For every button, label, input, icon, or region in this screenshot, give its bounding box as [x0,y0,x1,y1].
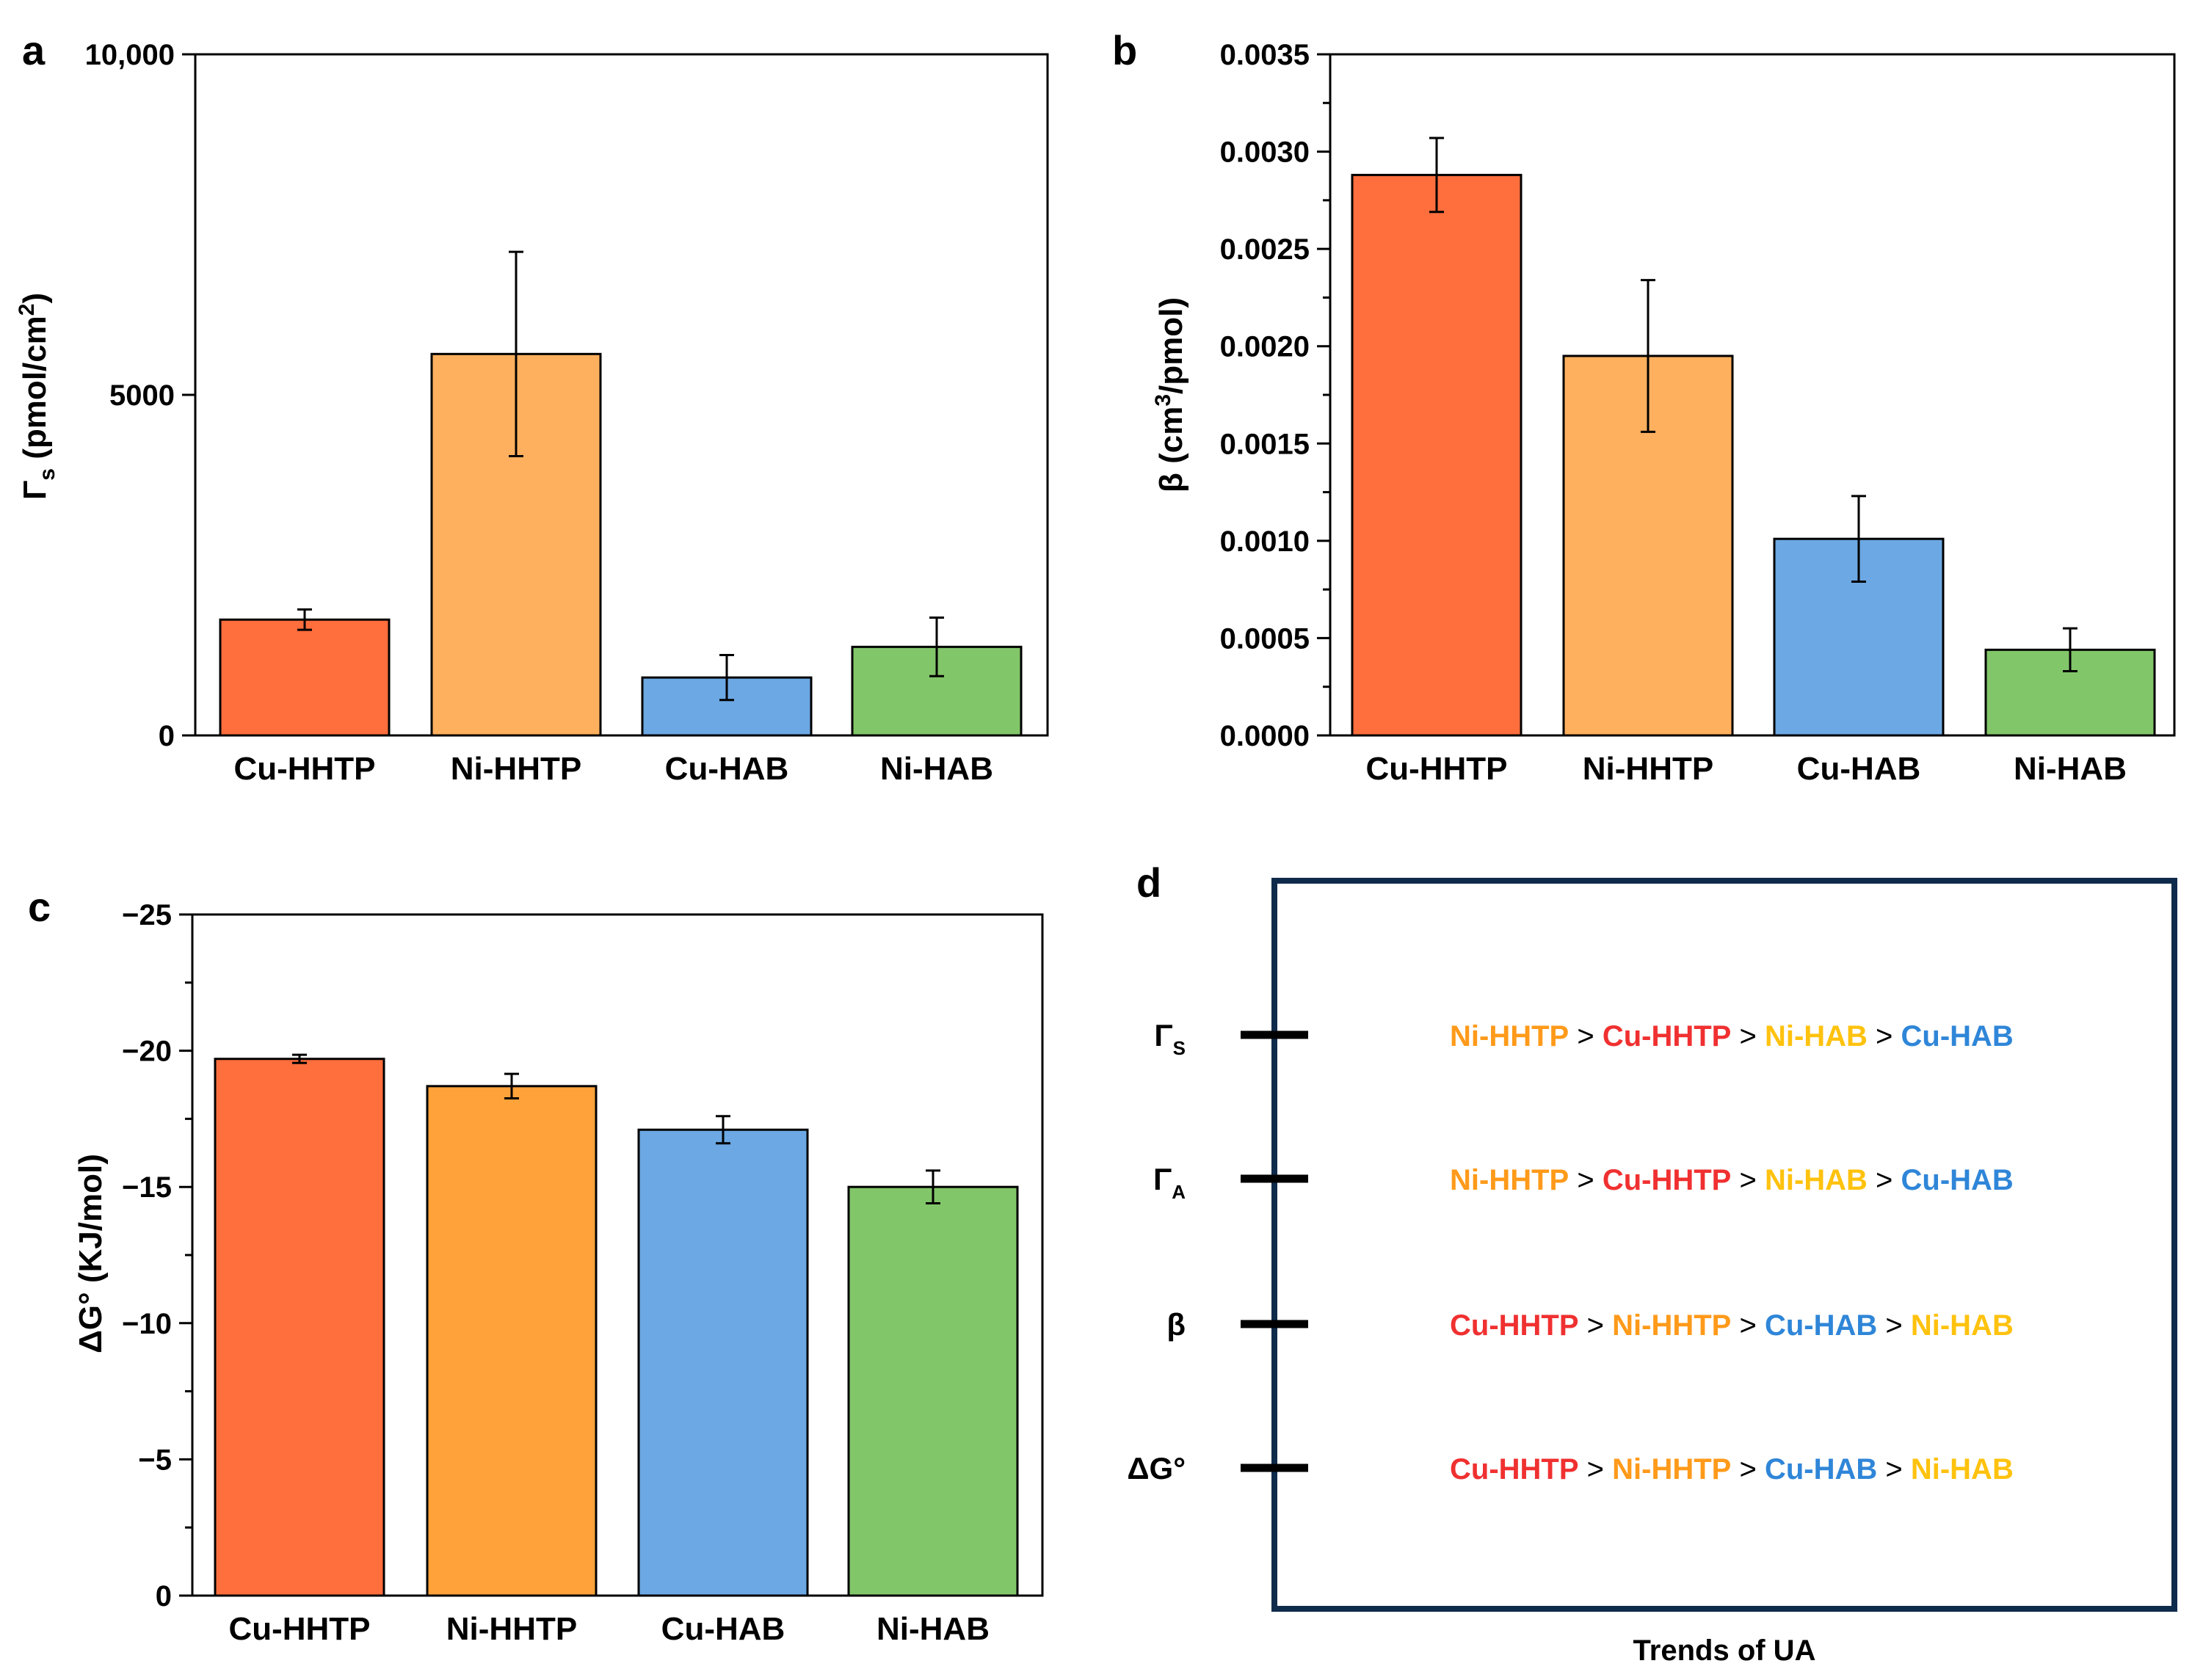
y-tick-label: −15 [122,1171,172,1204]
trend-sequence: Ni-HHTP > Cu-HHTP > Ni-HAB > Cu-HAB [1450,1020,2014,1052]
trend-row: ΓA Ni-HHTP > Cu-HHTP > Ni-HAB > Cu-HAB [1153,1162,2014,1203]
trend-row: ΔG° Cu-HHTP > Ni-HHTP > Cu-HAB > Ni-HAB [1127,1451,2013,1486]
y-tick-label: −20 [122,1036,172,1068]
panel-d-rows: ΓS Ni-HHTP > Cu-HHTP > Ni-HAB > Cu-HAB ΓA N… [1127,1018,2013,1486]
x-tick-label-Cu-HAB: Cu-HAB [665,751,789,787]
y-tick-label: 10,000 [85,39,175,71]
panel-d-caption: Trends of UA [1633,1634,1816,1667]
x-tick-label-Ni-HHTP: Ni-HHTP [446,1611,577,1647]
y-axis-label: Γs (pmol/cm2) [15,293,59,500]
bar-Ni-HHTP [426,1085,598,1597]
bar-Cu-HAB [637,1128,809,1597]
trend-row: β Cu-HHTP > Ni-HHTP > Cu-HAB > Ni-HAB [1166,1307,2013,1342]
y-tick-label: −10 [122,1308,172,1340]
trend-row-label: β [1166,1307,1186,1342]
bar-Cu-HHTP [1351,173,1523,737]
x-tick-label-Cu-HAB: Cu-HAB [661,1611,785,1647]
x-tick-label-Ni-HAB: Ni-HAB [2014,751,2127,787]
bar-Cu-HHTP [214,1058,385,1597]
y-tick-label: 0.0035 [1220,39,1310,71]
y-tick-label: 0.0030 [1220,137,1310,169]
chart-panel-a: 0 5000 10,000 Γs (pmol/cm2) Cu-HHTP Ni-HHTP Cu… [15,39,1049,787]
panel-label-d: d [1136,859,1161,906]
y-tick-label: 0 [159,720,175,752]
y-axis-label: ΔG° (KJ/mol) [73,1154,109,1353]
x-tick-label-Ni-HHTP: Ni-HHTP [1583,751,1713,787]
panel-d-frame [1271,878,2177,1612]
chart-panel-c: 0 −5 −10 −15 −20 −25 ΔG° (KJ/mol) Cu-HHTP Ni-HHT… [73,899,1044,1647]
trend-sequence: Cu-HHTP > Ni-HHTP > Cu-HAB > Ni-HAB [1450,1453,2014,1486]
x-tick-label-Ni-HAB: Ni-HAB [877,1611,990,1647]
y-tick-label: −5 [138,1444,172,1476]
y-tick-label: 0 [156,1580,172,1612]
panel-label-b: b [1112,27,1137,73]
y-tick-label: −25 [122,899,172,931]
y-tick-label: 0.0015 [1220,428,1310,460]
chart-panel-b: 0.0000 0.0005 0.0010 0.0015 0.0020 0.0025 0.00… [1151,39,2176,787]
x-tick-label-Ni-HAB: Ni-HAB [880,751,993,787]
x-tick-label-Cu-HHTP: Cu-HHTP [228,1611,370,1647]
panel-label-a: a [22,27,46,73]
y-tick-label: 0.0020 [1220,331,1310,363]
x-tick-label-Cu-HAB: Cu-HAB [1797,751,1921,787]
trend-row-label: ΔG° [1127,1451,1186,1486]
y-tick-label: 0.0010 [1220,526,1310,558]
x-tick-label-Cu-HHTP: Cu-HHTP [1365,751,1507,787]
y-tick-label: 0.0025 [1220,233,1310,266]
y-tick-label: 0.0000 [1220,720,1310,752]
bar-Cu-HHTP [219,618,391,737]
trend-sequence: Ni-HHTP > Cu-HHTP > Ni-HAB > Cu-HAB [1450,1164,2014,1196]
y-tick-label: 5000 [109,379,175,412]
x-tick-label-Ni-HHTP: Ni-HHTP [451,751,581,787]
bar-Ni-HAB [847,1185,1019,1597]
panel-label-c: c [28,884,51,930]
trend-row-label: ΓA [1153,1162,1186,1203]
y-tick-label: 0.0005 [1220,622,1310,655]
x-tick-label-Cu-HHTP: Cu-HHTP [233,751,375,787]
trend-row: ΓS Ni-HHTP > Cu-HHTP > Ni-HAB > Cu-HAB [1154,1018,2013,1059]
trend-row-label: ΓS [1154,1018,1186,1059]
trend-sequence: Cu-HHTP > Ni-HHTP > Cu-HAB > Ni-HAB [1450,1309,2014,1342]
charts: 0 5000 10,000 Γs (pmol/cm2) Cu-HHTP Ni-HHTP Cu… [15,39,2176,1647]
y-axis-label: β (cm3/pmol) [1151,297,1189,492]
